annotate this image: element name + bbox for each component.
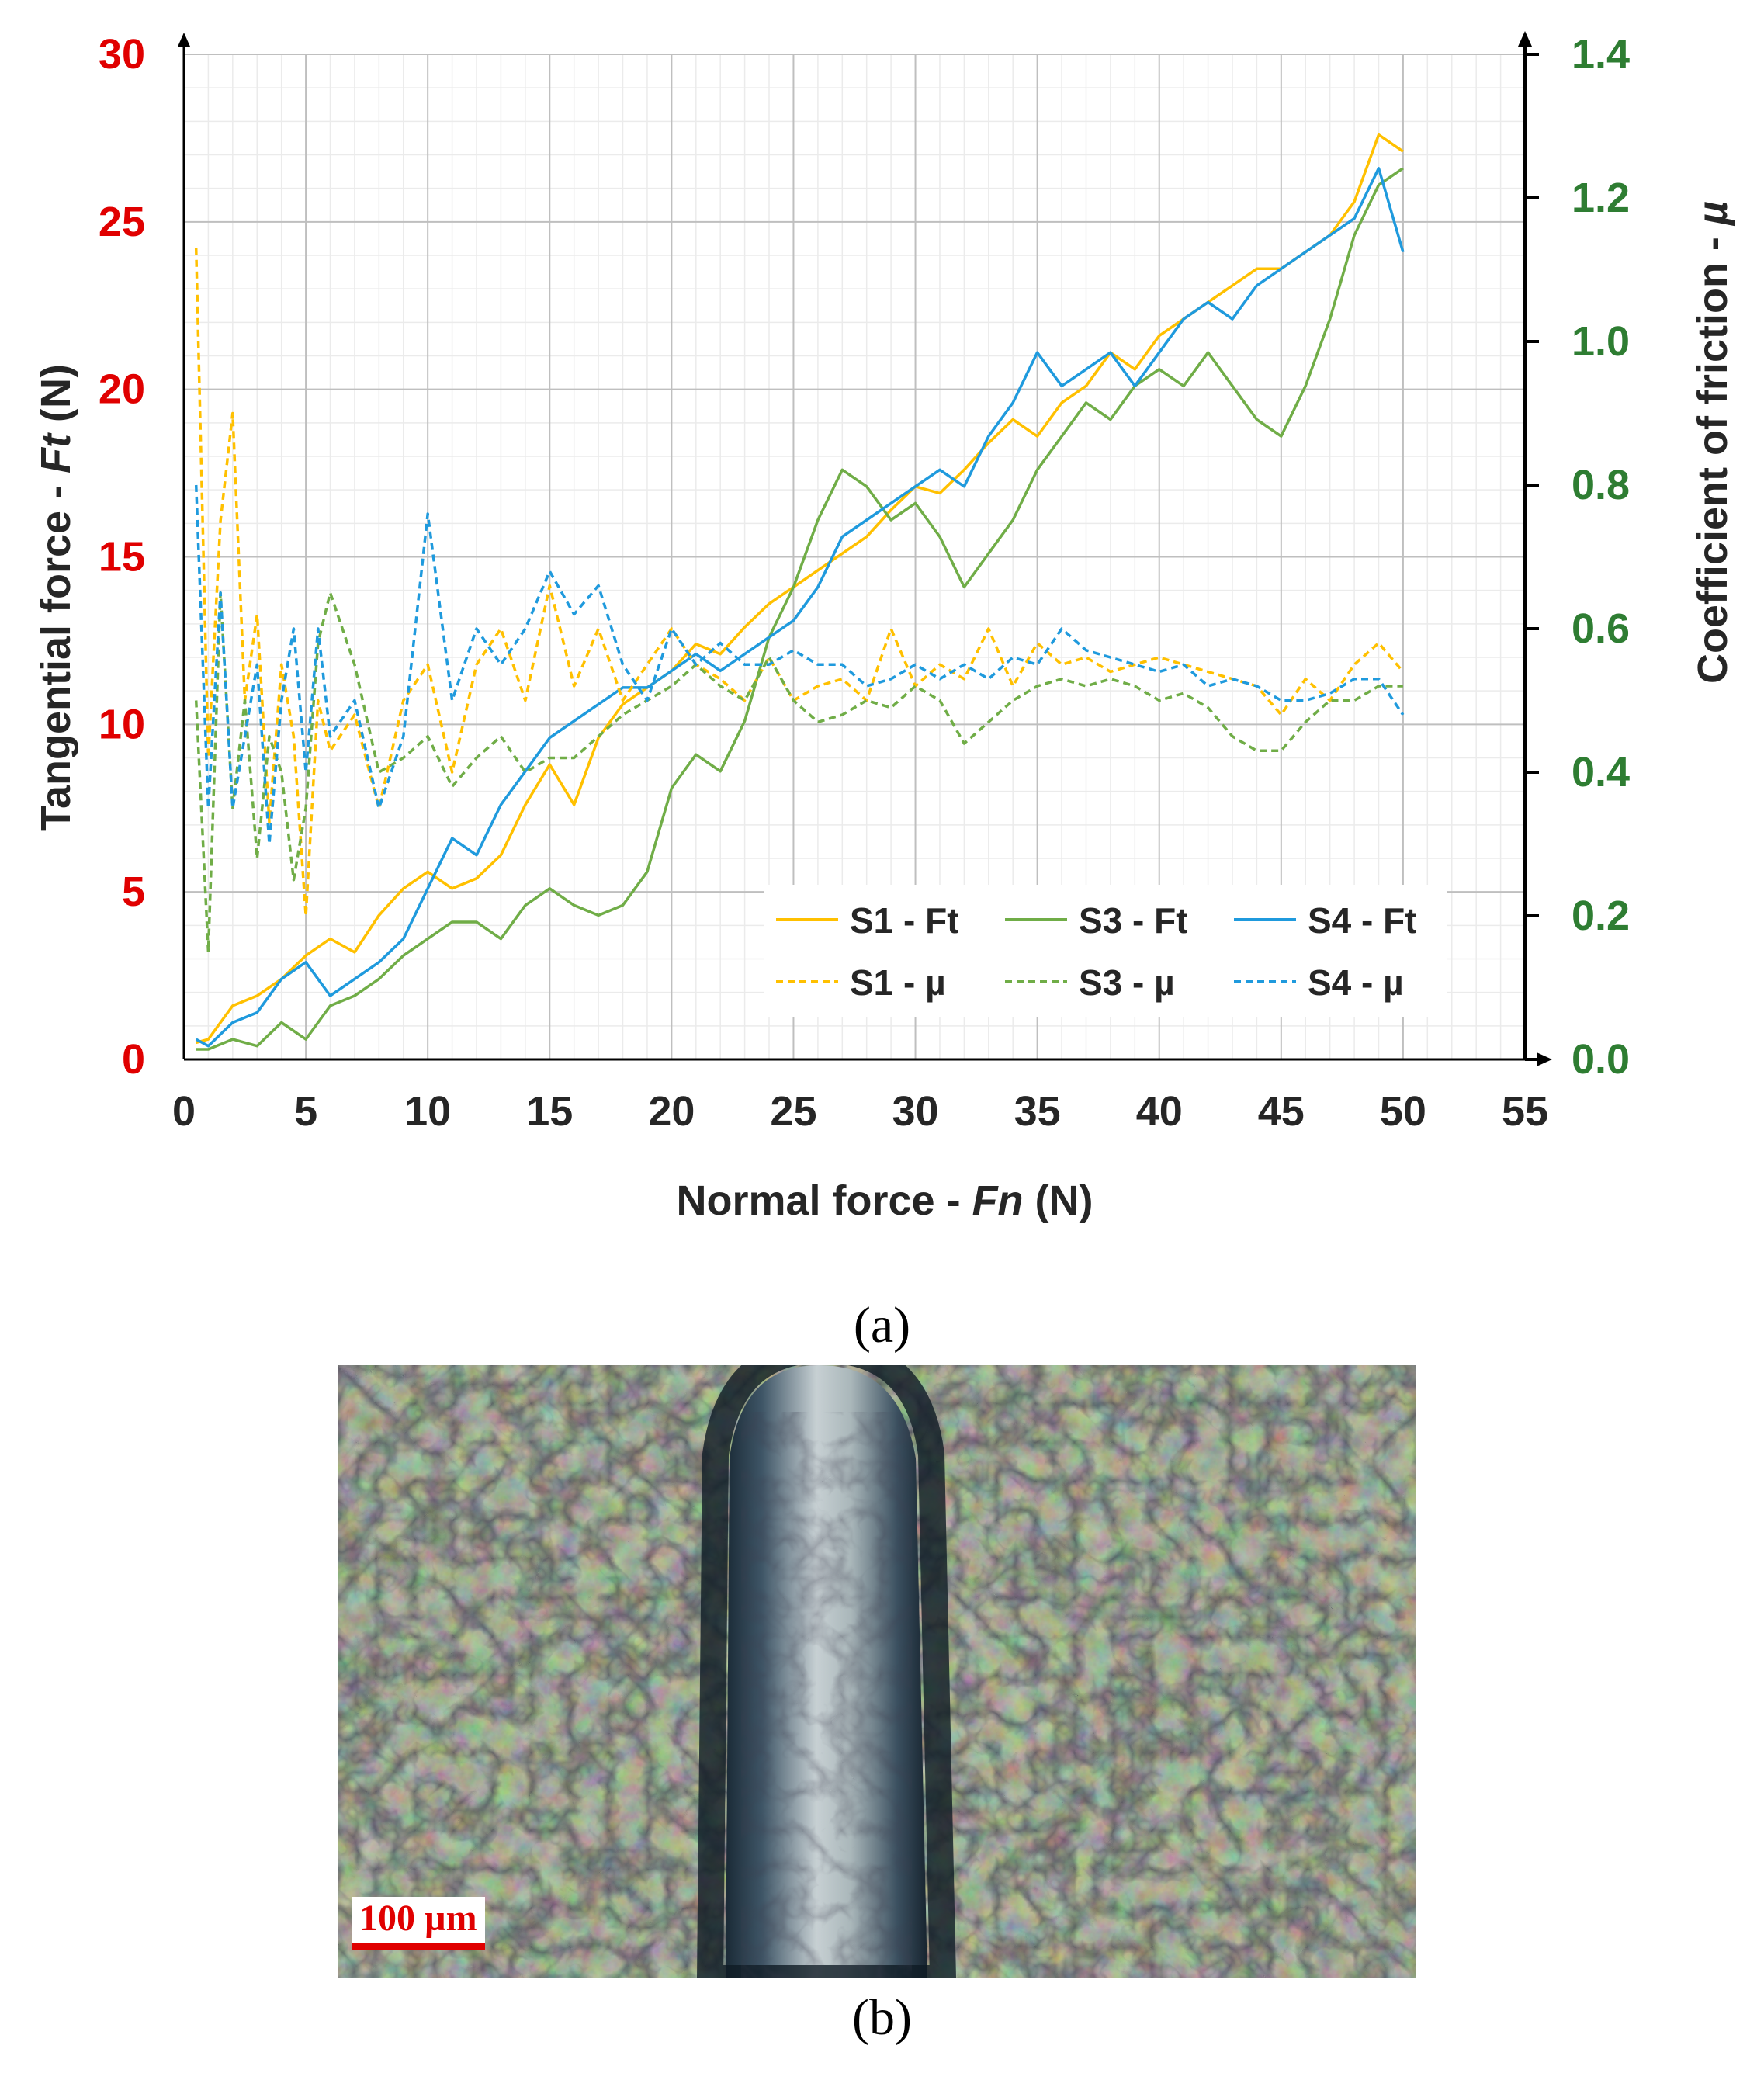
y-axis-right-arrow bbox=[1518, 31, 1532, 47]
x-tick-label: 5 bbox=[294, 1088, 317, 1135]
y-right-tick-label: 0.8 bbox=[1572, 462, 1630, 508]
legend-label: S4 - µ bbox=[1308, 962, 1404, 1003]
legend-background bbox=[764, 885, 1447, 1017]
y-axis-right-title-main: Coefficient of friction - bbox=[1689, 225, 1736, 684]
series-line-s3-µ bbox=[194, 591, 1403, 954]
y-left-tick-label: 30 bbox=[99, 31, 145, 78]
caption-a: (a) bbox=[853, 1297, 911, 1354]
legend-label: S3 - µ bbox=[1079, 962, 1175, 1003]
x-tick-label: 30 bbox=[892, 1088, 939, 1135]
x-axis-title-main: Normal force - bbox=[676, 1177, 972, 1224]
y-right-tick-label: 1.0 bbox=[1572, 318, 1630, 365]
ticks-layer: 0 5 10 15 20 25 30 35 40 45 50 55 0 5 10 15 20 25 30 0.0 0.2… bbox=[99, 31, 1630, 1135]
x-tick-label: 10 bbox=[404, 1088, 451, 1135]
x-tick-label: 50 bbox=[1380, 1088, 1426, 1135]
y-left-tick-label: 15 bbox=[99, 534, 145, 581]
x-tick-label: 20 bbox=[648, 1088, 695, 1135]
legend-label: S1 - Ft bbox=[850, 900, 959, 941]
x-tick-label: 55 bbox=[1502, 1088, 1548, 1135]
x-tick-label: 15 bbox=[526, 1088, 573, 1135]
y-right-tick-label: 0.4 bbox=[1572, 749, 1630, 796]
x-axis-title-symbol: Fn bbox=[972, 1177, 1024, 1224]
y-axis-left-title: Tangential force - Ft (N) bbox=[33, 364, 79, 831]
y-right-tick-label: 0.6 bbox=[1572, 605, 1630, 652]
micrograph-texture bbox=[338, 1365, 1416, 1978]
scratch-groove-edges bbox=[696, 1365, 957, 1978]
y-axis-right-title-symbol: µ bbox=[1689, 201, 1736, 227]
x-axis-title-unit: (N) bbox=[1024, 1177, 1093, 1224]
series-line-s4-ft bbox=[195, 167, 1405, 1048]
x-axis-arrow bbox=[1537, 1052, 1552, 1066]
legend-label: S1 - µ bbox=[850, 962, 946, 1003]
series-line-s1-µ bbox=[194, 248, 1405, 917]
x-tick-label: 45 bbox=[1258, 1088, 1305, 1135]
y-axis-left-title-symbol: Ft bbox=[33, 432, 79, 473]
y-left-tick-label: 25 bbox=[99, 199, 145, 245]
y-left-tick-label: 10 bbox=[99, 701, 145, 747]
x-tick-label: 25 bbox=[770, 1088, 816, 1135]
x-tick-label: 40 bbox=[1136, 1088, 1183, 1135]
y-axis-left-title-main: Tangential force - bbox=[33, 473, 79, 831]
y-right-tick-label: 0.0 bbox=[1572, 1036, 1630, 1083]
scale-bar-label: 100 µm bbox=[352, 1897, 485, 1950]
x-tick-label: 35 bbox=[1014, 1088, 1061, 1135]
y-left-tick-label: 20 bbox=[99, 366, 145, 413]
micrograph-image: 100 µm bbox=[338, 1365, 1416, 1978]
y-right-tick-label: 1.4 bbox=[1572, 31, 1630, 78]
x-tick-label: 0 bbox=[172, 1088, 196, 1135]
series-layer bbox=[194, 133, 1405, 1051]
y-axis-left-arrow bbox=[178, 33, 190, 47]
scratch-groove-texture bbox=[741, 1412, 912, 1978]
x-axis-title: Normal force - Fn (N) bbox=[676, 1177, 1093, 1224]
series-line-s3-ft bbox=[196, 167, 1404, 1051]
friction-chart: 0 5 10 15 20 25 30 35 40 45 50 55 0 5 10 15 20 25 30 0.0 0.2… bbox=[33, 31, 1736, 1224]
series-line-s4-µ bbox=[194, 484, 1405, 846]
y-axis-right-title: Coefficient of friction - µ bbox=[1689, 201, 1736, 684]
y-left-tick-label: 0 bbox=[122, 1036, 145, 1083]
caption-b: (b) bbox=[852, 1989, 912, 2046]
axes-layer bbox=[178, 31, 1552, 1066]
legend-label: S4 - Ft bbox=[1308, 900, 1417, 941]
legend-label: S3 - Ft bbox=[1079, 900, 1188, 941]
y-right-tick-label: 0.2 bbox=[1572, 893, 1630, 939]
y-axis-left-title-unit: (N) bbox=[33, 364, 79, 434]
y-right-tick-label: 1.2 bbox=[1572, 175, 1630, 221]
y-left-tick-label: 5 bbox=[122, 868, 145, 915]
legend: S1 - Ft S3 - Ft S4 - Ft S1 - µ S3 - µ S4 - µ bbox=[764, 885, 1447, 1017]
